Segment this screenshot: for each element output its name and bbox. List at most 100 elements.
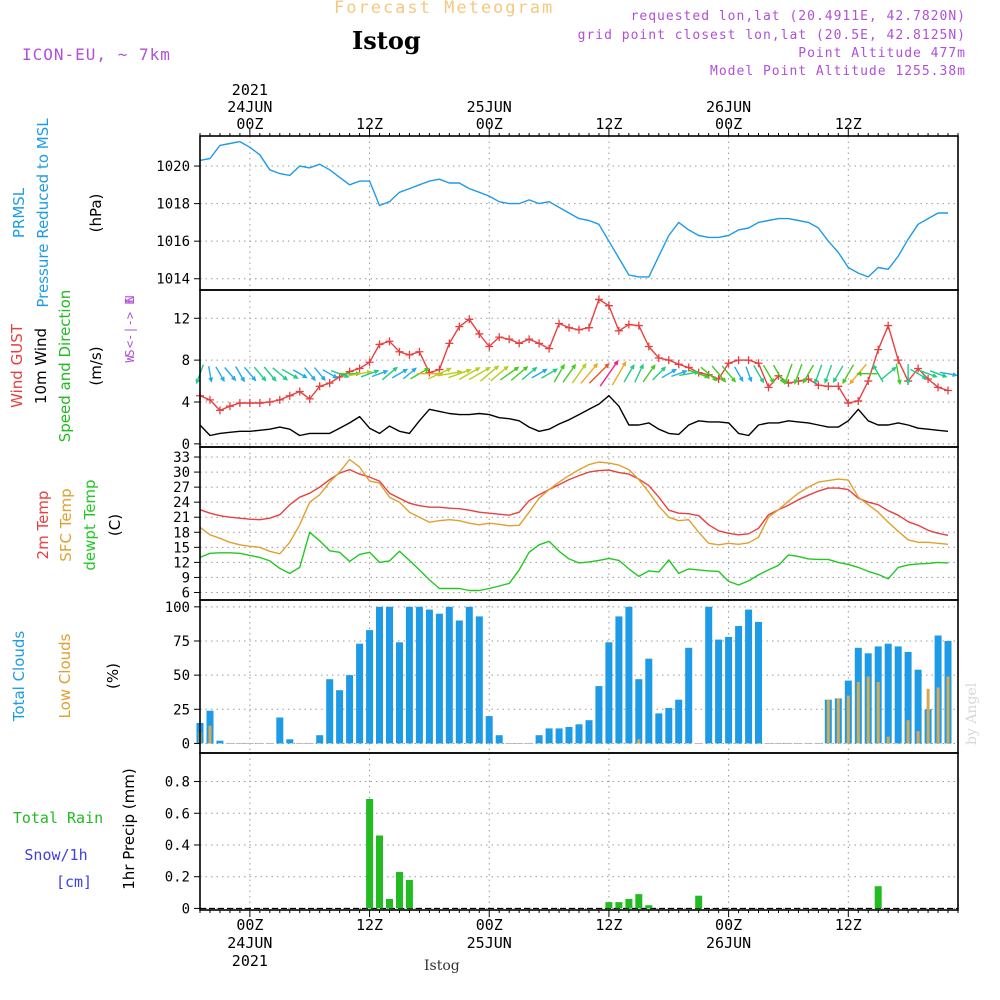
compass-south: S bbox=[123, 349, 137, 356]
compass-west-east: W <-|-> E bbox=[123, 297, 137, 362]
wind-gust-marker bbox=[225, 402, 234, 411]
total-cloud-bar bbox=[346, 675, 354, 744]
wind-axis-title: Wind GUST bbox=[8, 323, 26, 408]
clouds-ytick-label: 75 bbox=[173, 634, 190, 650]
wind-gust-marker bbox=[485, 342, 494, 351]
rain-bar bbox=[366, 799, 374, 909]
rain-bar bbox=[645, 905, 653, 909]
wind-gust-marker bbox=[365, 358, 374, 367]
temperature-ytick-label: 12 bbox=[173, 555, 190, 571]
wind-direction-arrow bbox=[292, 369, 308, 379]
wind-direction-arrow bbox=[929, 370, 948, 378]
wind-gust-marker bbox=[205, 395, 214, 404]
bottom-time-label: 26JUN bbox=[706, 934, 751, 952]
wind-direction-arrow bbox=[772, 364, 785, 384]
top-time-label: 12Z bbox=[835, 115, 862, 133]
wind-direction-arrow bbox=[348, 370, 373, 377]
wind-gust-marker bbox=[674, 360, 683, 369]
top-time-label: 24JUN bbox=[227, 98, 272, 116]
wind-gust-marker bbox=[515, 339, 524, 348]
wind-gust-marker bbox=[874, 345, 883, 354]
low-cloud-bar bbox=[876, 682, 880, 744]
total-cloud-bar bbox=[884, 643, 892, 744]
pressure-axis-title: Pressure Reduced to MSL bbox=[34, 118, 52, 308]
wind-direction-arrow bbox=[599, 360, 619, 387]
total-cloud-bar bbox=[326, 679, 334, 744]
total-cloud-bar bbox=[635, 679, 643, 744]
total-cloud-bar bbox=[655, 713, 663, 744]
rain-bar bbox=[635, 894, 643, 909]
wind-gust-marker bbox=[535, 339, 544, 348]
wind-gust-marker bbox=[415, 347, 424, 356]
compass-north: N bbox=[123, 295, 137, 302]
wind-direction-arrow bbox=[381, 366, 398, 381]
top-time-label: 00Z bbox=[476, 115, 503, 133]
wind-gust-marker bbox=[455, 322, 464, 331]
model-label: ICON-EU, ~ 7km bbox=[22, 45, 171, 64]
wind-gust-marker bbox=[914, 364, 923, 373]
precip-ytick-label: 0.4 bbox=[165, 838, 190, 854]
wind-gust-marker bbox=[275, 395, 284, 404]
bottom-time-label: 2021 bbox=[232, 952, 268, 970]
wind-direction-arrow bbox=[895, 363, 902, 386]
requested-coords: requested lon,lat (20.4911E, 42.7820N) bbox=[630, 9, 966, 24]
total-cloud-bar bbox=[605, 642, 613, 744]
wind-direction-arrow bbox=[562, 363, 577, 383]
precip-ytick-label: 0.8 bbox=[165, 775, 190, 791]
total-cloud-bar bbox=[585, 720, 593, 744]
wind-ytick-label: 0 bbox=[182, 437, 190, 453]
wind-gust-marker bbox=[265, 397, 274, 406]
wind-gust-marker bbox=[744, 356, 753, 365]
wind-direction-arrow bbox=[391, 368, 409, 379]
wind-direction-arrow bbox=[671, 370, 688, 378]
wind-gust-marker bbox=[465, 315, 474, 324]
wind-direction-arrow bbox=[711, 365, 727, 383]
clouds-ytick-label: 0 bbox=[182, 736, 190, 752]
low-cloud-bar bbox=[826, 699, 830, 744]
wind-direction-arrow bbox=[919, 370, 938, 378]
wind-gust-marker bbox=[834, 382, 843, 391]
wind-direction-arrow bbox=[490, 365, 509, 382]
total-cloud-bar bbox=[745, 609, 753, 744]
wind-ytick-label: 12 bbox=[173, 311, 190, 327]
temperature-ytick-label: 33 bbox=[173, 450, 190, 466]
wind-gust-marker bbox=[375, 340, 384, 349]
precip-side-label: Total Rain bbox=[13, 809, 103, 827]
wind-direction-arrow bbox=[733, 366, 744, 383]
bottom-time-label: 25JUN bbox=[467, 934, 512, 952]
total-cloud-bar bbox=[336, 690, 344, 744]
wind-gust-marker bbox=[255, 399, 264, 408]
wind-direction-arrow bbox=[224, 367, 237, 382]
wind-gust-marker bbox=[814, 381, 823, 390]
wind-gust-marker bbox=[924, 374, 933, 383]
wind-direction-arrow bbox=[263, 366, 277, 382]
top-time-label: 00Z bbox=[715, 115, 742, 133]
temperature-ytick-label: 18 bbox=[173, 525, 190, 541]
total-cloud-bar bbox=[894, 646, 902, 744]
wind-gust-marker bbox=[355, 364, 364, 373]
wind-axis-title: Speed and Direction bbox=[56, 290, 74, 443]
wind-direction-arrow bbox=[458, 367, 481, 381]
wind-gust-marker bbox=[245, 399, 254, 408]
total-cloud-bar bbox=[376, 606, 383, 744]
wind-gust-marker bbox=[884, 321, 893, 330]
total-cloud-bar bbox=[904, 651, 912, 744]
wind-ytick-label: 4 bbox=[182, 395, 190, 411]
rain-bar bbox=[695, 895, 703, 909]
total-cloud-bar bbox=[356, 643, 364, 744]
precip-ytick-label: 0 bbox=[182, 901, 190, 917]
wind-direction-arrow bbox=[623, 363, 635, 383]
top-time-label: 12Z bbox=[356, 115, 383, 133]
top-time-label: 2021 bbox=[232, 81, 268, 99]
wind-direction-arrow bbox=[802, 364, 815, 384]
wind-direction-arrow bbox=[661, 368, 678, 379]
wind-gust-marker bbox=[864, 377, 873, 386]
wind-direction-arrow bbox=[652, 366, 667, 381]
low-cloud-bar bbox=[866, 676, 870, 744]
total-cloud-bar bbox=[555, 728, 563, 744]
total-cloud-bar bbox=[415, 606, 423, 744]
wind-direction-arrow bbox=[235, 366, 245, 383]
low-cloud-bar bbox=[886, 736, 890, 744]
wind-direction-arrow bbox=[753, 365, 765, 384]
temperature-axis-title: dewpt Temp bbox=[81, 479, 99, 570]
